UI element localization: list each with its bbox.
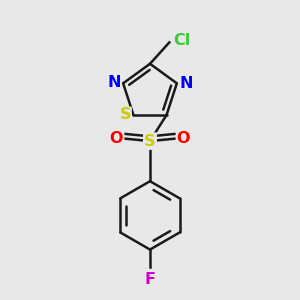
Text: O: O bbox=[177, 131, 190, 146]
Text: F: F bbox=[145, 272, 155, 287]
Text: S: S bbox=[144, 134, 156, 148]
Text: S: S bbox=[119, 107, 131, 122]
Text: N: N bbox=[179, 76, 193, 91]
Text: Cl: Cl bbox=[173, 33, 190, 48]
Text: O: O bbox=[110, 131, 123, 146]
Text: N: N bbox=[107, 75, 121, 90]
